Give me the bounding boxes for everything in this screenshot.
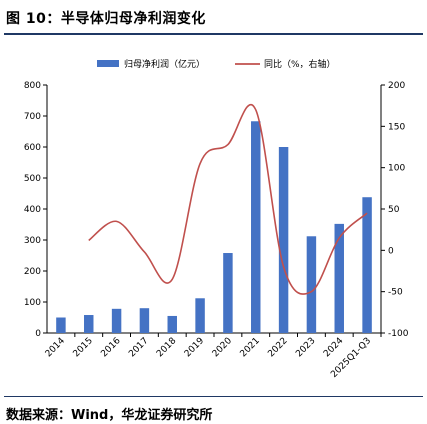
bar: [362, 197, 372, 333]
bar: [334, 223, 344, 333]
x-tick-label: 2019: [183, 336, 206, 359]
x-tick-label: 2021: [239, 336, 262, 359]
source-note: 数据来源：Wind，华龙证券研究所: [6, 408, 213, 423]
x-tick-label: 2015: [72, 336, 95, 359]
x-tick-label: 2020: [211, 336, 234, 359]
y-left-tick-label: 300: [24, 236, 41, 246]
chart: 归母净利润（亿元） 同比（%，右轴） 0100200300400500600700…: [24, 58, 409, 380]
figure-title: 图 10：半导体归母净利润变化: [6, 11, 206, 27]
y-left-tick-label: 600: [24, 143, 41, 153]
x-tick-label: 2024: [322, 336, 345, 359]
y-right-tick-label: 0: [388, 246, 394, 256]
y-right-tick-label: -50: [388, 288, 403, 298]
bar: [251, 121, 261, 334]
x-tick-label: 2018: [155, 336, 178, 359]
bar: [56, 317, 66, 333]
y-left-tick-label: 800: [24, 81, 41, 91]
bar: [306, 236, 317, 333]
x-tick-label: 2023: [294, 336, 317, 359]
x-tick-label: 2022: [266, 336, 289, 359]
footer-rule: [4, 396, 423, 397]
bar: [84, 315, 94, 333]
x-tick-label: 2017: [127, 336, 150, 359]
legend-label-line: 同比（%，右轴）: [264, 58, 336, 70]
y-left-tick-label: 0: [35, 329, 41, 339]
line-series: [88, 103, 368, 295]
y-left-tick-label: 700: [24, 112, 41, 122]
y-left-tick-label: 200: [24, 267, 41, 277]
bar: [111, 308, 122, 333]
axes: 0 100 200 300 400 500 600 700 800 -100 -50 0 50 100 15…: [24, 81, 409, 380]
bar: [195, 298, 205, 333]
title-rule: [4, 33, 423, 35]
x-tick-label: 2014: [44, 336, 67, 359]
legend-label-bar: 归母净利润（亿元）: [124, 58, 205, 70]
legend-swatch-bar: [97, 60, 119, 67]
x-tick-label: 2016: [99, 336, 122, 359]
y-right-tick-label: 150: [388, 122, 405, 132]
y-right-tick-label: 100: [388, 164, 405, 174]
y-left-tick-label: 500: [24, 174, 41, 184]
y-left-tick-label: 400: [24, 205, 41, 215]
bar: [278, 147, 289, 333]
yoy-line: [88, 103, 368, 295]
bar: [167, 315, 177, 333]
y-right-tick-label: -100: [388, 329, 409, 339]
legend: 归母净利润（亿元） 同比（%，右轴）: [97, 58, 336, 70]
bar-series: [56, 121, 372, 334]
bar: [139, 308, 150, 333]
y-right-tick-label: 200: [388, 81, 405, 91]
y-right-tick-label: 50: [388, 205, 400, 215]
bar: [223, 253, 233, 333]
y-left-tick-label: 100: [24, 298, 41, 308]
